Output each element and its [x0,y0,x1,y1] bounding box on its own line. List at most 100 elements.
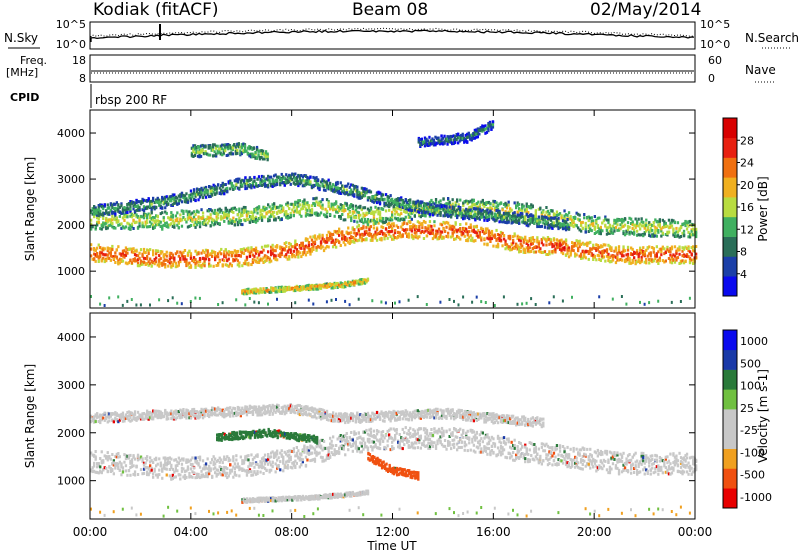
heatmap-cell [226,186,229,190]
heatmap-cell [251,218,255,222]
heatmap-cell [347,207,350,211]
heatmap-cell [581,227,584,230]
heatmap-cell [518,208,521,212]
heatmap-cell [268,257,271,261]
heatmap-cell [316,178,320,182]
heatmap-cell [395,198,398,202]
heatmap-cell [692,258,695,262]
heatmap-cell [183,249,187,252]
heatmap-cell [94,212,97,216]
heatmap-cell [401,206,404,209]
heatmap-cell [206,221,209,225]
heatmap-cell [220,252,223,256]
heatmap-cell [418,235,421,239]
heatmap-cell [623,233,627,237]
heatmap-cell [307,179,311,183]
heatmap-cell [295,243,298,247]
heatmap-cell [404,205,407,209]
heatmap-cell [480,209,483,213]
heatmap-cell [649,229,652,233]
heatmap-cell [260,151,263,155]
heatmap-cell [266,156,269,160]
heatmap-cell [598,216,601,220]
heatmap-cell [463,209,466,213]
heatmap-cell [276,244,279,248]
heatmap-cell [501,220,504,224]
heatmap-cell [580,229,583,233]
heatmap-cell [188,196,191,200]
heatmap-cell [271,243,274,247]
heatmap-cell [345,230,348,234]
heatmap-cell [103,258,106,262]
heatmap-cell [173,225,176,229]
heatmap-cell [129,205,132,209]
heatmap-cell [611,231,615,235]
heatmap-cell [244,248,247,252]
heatmap-cell [206,193,209,197]
heatmap-cell [607,231,610,235]
heatmap-cell [109,254,112,258]
heatmap-cell [201,143,204,147]
heatmap-cell [300,285,303,289]
heatmap-cell [495,206,498,210]
heatmap-cell [372,197,376,201]
heatmap-cell [204,248,208,252]
heatmap-cell [525,221,528,225]
heatmap-cell [380,225,383,229]
heatmap-cell [552,216,556,220]
heatmap-cell [468,211,471,215]
heatmap-cell [366,198,370,202]
heatmap-cell [279,177,282,181]
heatmap-cell [484,209,488,213]
heatmap-cell [193,144,197,148]
heatmap-cell [185,200,188,204]
heatmap-cell [578,239,581,243]
heatmap-cell [271,179,274,183]
heatmap-cell [687,247,690,251]
heatmap-cell [391,201,394,205]
heatmap-cell [611,258,615,262]
heatmap-cell [667,226,671,230]
heatmap-cell [475,224,478,228]
heatmap-cell [339,181,342,185]
heatmap-cell [391,218,394,222]
heatmap-cell [528,246,531,250]
heatmap-cell [692,245,695,249]
heatmap-cell [643,223,646,227]
heatmap-cell [695,227,698,231]
heatmap-cell [347,240,350,244]
heatmap-cell [186,200,190,204]
heatmap-cell [171,225,174,228]
heatmap-cell [179,213,182,217]
heatmap-cell [150,199,153,203]
heatmap-cell [285,215,288,219]
heatmap-cell [197,260,200,264]
heatmap-cell [316,284,320,288]
heatmap-cell [681,231,684,235]
heatmap-cell [97,243,100,247]
heatmap-cell [451,210,454,214]
heatmap-cell [294,200,297,204]
heatmap-cell [179,217,182,221]
heatmap-cell [260,149,263,153]
heatmap-cell [194,263,197,267]
heatmap-cell [167,225,170,229]
heatmap-cell [545,215,548,219]
heatmap-cell [472,213,475,217]
heatmap-cell [256,184,259,188]
heatmap-cell [201,217,205,220]
heatmap-cell [229,262,232,266]
heatmap-cell [513,214,516,218]
heatmap-cell [161,227,164,231]
heatmap-cell [203,186,206,190]
heatmap-cell [498,202,501,206]
heatmap-cell [109,209,112,213]
heatmap-cell [490,211,494,215]
heatmap-cell [330,188,333,192]
heatmap-cell [225,143,228,147]
heatmap-cell [99,212,102,216]
heatmap-cell [121,249,125,253]
heatmap-cell [586,216,589,220]
heatmap-cell [695,255,698,259]
